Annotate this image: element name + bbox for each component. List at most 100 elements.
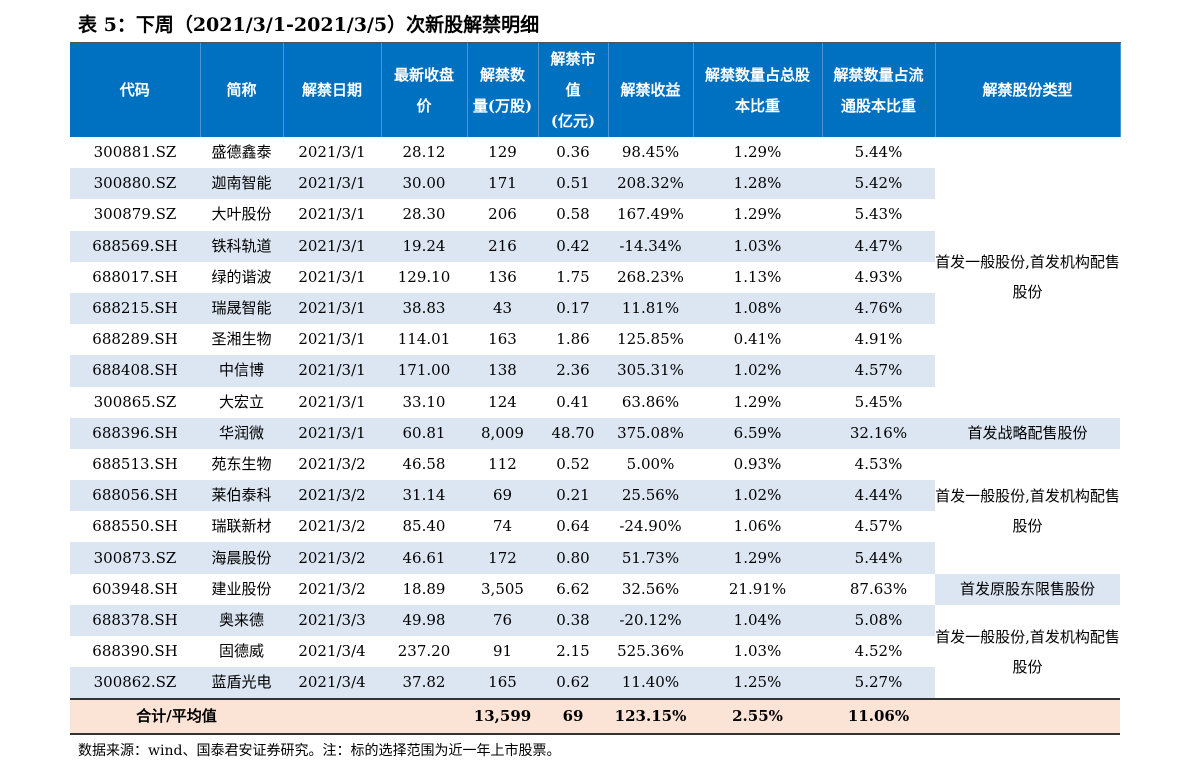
- table-cell: 25.56%: [608, 480, 693, 512]
- table-cell: 2021/3/3: [283, 604, 381, 636]
- table-cell: 268.23%: [617, 267, 684, 286]
- table-cell: 48.70: [538, 417, 608, 449]
- table-cell: 5.45%: [854, 392, 903, 411]
- table-cell: 216: [467, 230, 538, 262]
- table-cell: 0.52: [556, 454, 590, 473]
- table-cell: 300879.SZ: [93, 205, 177, 224]
- table-cell: 525.36%: [617, 642, 684, 661]
- table-cell: 60.81: [381, 417, 467, 449]
- table-cell: 2021/3/1: [283, 355, 381, 387]
- table-cell: 0.51: [538, 168, 608, 200]
- table-cell: 1.28%: [693, 168, 822, 200]
- header-mv: 解禁市值 (亿元): [538, 43, 609, 137]
- table-cell: 0.62: [538, 667, 608, 700]
- table-row: 688390.SH 固德威 2021/3/4 237.20 91 2.15 525.36% 1…: [70, 636, 1120, 667]
- header-total-ratio: 解禁数量占总股 本比重: [693, 43, 823, 137]
- table-cell: 6.62: [556, 579, 590, 598]
- table-cell: 124: [488, 392, 517, 411]
- table-cell: 3,505: [481, 579, 524, 598]
- table-cell: 19.24: [381, 230, 467, 262]
- table-cell: 4.47%: [822, 230, 935, 262]
- table-row: 603948.SH 建业股份 2021/3/2 18.89 3,505 6.62 32.56…: [70, 573, 1120, 605]
- table-cell: 1.03%: [733, 642, 782, 661]
- table-cell: 165: [467, 667, 538, 700]
- table-cell: 1.75: [556, 267, 590, 286]
- header-price: 最新收盘价: [381, 43, 468, 137]
- table-cell: 中信博: [200, 355, 283, 387]
- table-cell: 4.57%: [822, 355, 935, 387]
- table-row: 300879.SZ 大叶股份 2021/3/1 28.30 206 0.58 167.49%…: [70, 199, 1120, 230]
- table-row: 688378.SH 奥来德 2021/3/3 49.98 76 0.38 -20.12% 1.…: [70, 604, 1120, 700]
- table-cell: 2021/3/1: [283, 230, 381, 262]
- table-cell: 28.30: [402, 205, 446, 224]
- table-row: 688215.SH 瑞晟智能 2021/3/1 38.83 43 0.17 11.81% 1.…: [70, 292, 1120, 325]
- table-cell: 32.56%: [621, 579, 680, 598]
- total-row: 合计/平均值 13,599 69 123.15% 2.55% 11.06%: [70, 698, 1120, 736]
- table-cell: 74: [492, 517, 513, 536]
- table-cell: 5.42%: [822, 168, 935, 200]
- table-cell: 136: [488, 267, 517, 286]
- table-cell: 5.44%: [822, 542, 935, 574]
- table-cell: 1.13%: [733, 267, 782, 286]
- table-cell: 38.83: [381, 292, 467, 325]
- table-cell: 1.08%: [693, 292, 822, 325]
- header-date: 解禁日期: [283, 43, 382, 137]
- table-cell: 6.59%: [693, 417, 822, 449]
- total-cell: [283, 698, 467, 736]
- table-cell: 300881.SZ: [93, 143, 177, 162]
- table-cell: 688289.SH: [92, 330, 178, 349]
- table-header: 代码 简称 解禁日期 最新收盘价 解禁数 量(万股) 解禁市值 (亿元) 解禁收益 …: [70, 43, 1121, 137]
- table-cell: 69: [467, 480, 538, 512]
- table-title: 表 5：下周（2021/3/1-2021/3/5）次新股解禁明细: [78, 14, 540, 36]
- type-cell: 首发战略配售股份: [935, 417, 1120, 449]
- table-cell: 1.02%: [693, 355, 822, 387]
- table-cell: 305.31%: [608, 355, 693, 387]
- table-cell: 迦南智能: [200, 168, 283, 200]
- table-row: 688569.SH 铁科轨道 2021/3/1 19.24 216 0.42 -14.34%…: [70, 230, 1120, 262]
- table-cell: 163: [488, 330, 517, 349]
- table-cell: 1.29%: [693, 542, 822, 574]
- table-cell: 76: [467, 604, 538, 636]
- table-cell: 2021/3/1: [298, 330, 366, 349]
- table-cell: 2021/3/4: [283, 667, 381, 700]
- table-cell: 1.02%: [693, 480, 822, 512]
- table-cell: 688017.SH: [92, 267, 178, 286]
- table-cell: 2021/3/1: [298, 205, 366, 224]
- table-row: 688550.SH 瑞联新材 2021/3/2 85.40 74 0.64 -24.90% 1…: [70, 511, 1120, 542]
- table-cell: 11.40%: [608, 667, 693, 700]
- table-cell: 85.40: [402, 517, 446, 536]
- type-cell: 首发原股东限售股份: [935, 573, 1120, 605]
- table-cell: 688056.SH: [70, 480, 200, 512]
- table-cell: 2021/3/1: [298, 143, 366, 162]
- table-row: 300873.SZ 海晨股份 2021/3/2 46.61 172 0.80 51.73% 1…: [70, 542, 1120, 574]
- table-cell: 1.04%: [693, 604, 822, 636]
- table-cell: 33.10: [402, 392, 446, 411]
- table-cell: 苑东生物: [211, 454, 272, 473]
- table-cell: 171.00: [381, 355, 467, 387]
- total-cell: 13,599: [467, 698, 538, 736]
- table-cell: 4.53%: [854, 454, 903, 473]
- table-cell: 43: [467, 292, 538, 325]
- table-cell: 2021/3/2: [298, 579, 366, 598]
- header-name: 简称: [200, 43, 284, 137]
- table-cell: 18.89: [402, 579, 446, 598]
- unlock-table: 代码 简称 解禁日期 最新收盘价 解禁数 量(万股) 解禁市值 (亿元) 解禁收益 …: [70, 42, 1121, 736]
- table-cell: 375.08%: [608, 417, 693, 449]
- table-cell: 688569.SH: [70, 230, 200, 262]
- table-cell: 奥来德: [200, 604, 283, 636]
- table-cell: 建业股份: [211, 579, 272, 598]
- table-cell: 688378.SH: [70, 604, 200, 636]
- table-cell: 0.80: [538, 542, 608, 574]
- header-type: 解禁股份类型: [935, 43, 1121, 137]
- table-cell: 688408.SH: [70, 355, 200, 387]
- table-cell: 98.45%: [621, 143, 680, 162]
- table-cell: 300865.SZ: [93, 392, 177, 411]
- table-cell: 603948.SH: [92, 579, 178, 598]
- table-cell: 28.12: [402, 143, 446, 162]
- table-cell: -20.12%: [608, 604, 693, 636]
- table-cell: 688215.SH: [70, 292, 200, 325]
- table-cell: 237.20: [397, 642, 451, 661]
- table-cell: 1.29%: [733, 205, 782, 224]
- table-cell: 4.93%: [854, 267, 903, 286]
- table-cell: 2021/3/1: [283, 168, 381, 200]
